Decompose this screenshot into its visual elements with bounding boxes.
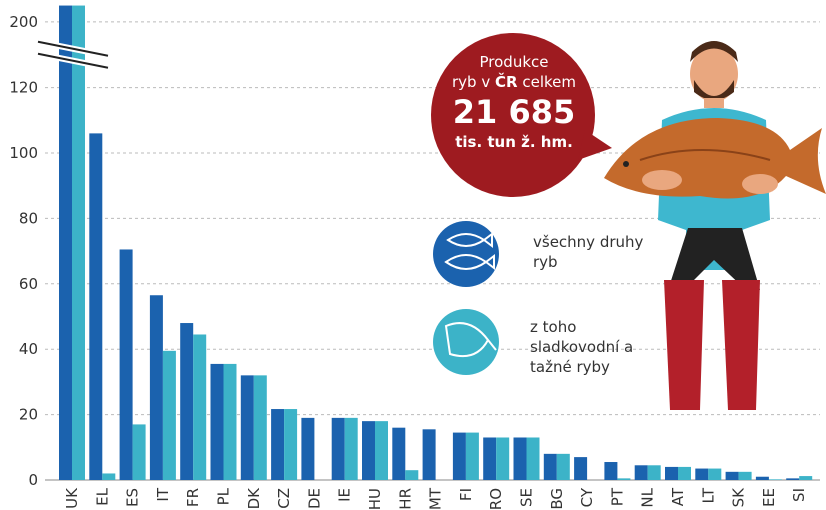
x-tick-label: SK [730,487,748,508]
y-tick-label: 20 [19,406,38,424]
x-tick-label: EL [93,487,111,505]
fisherman [604,41,826,410]
y-tick-label: 40 [19,340,38,358]
bar [271,409,285,480]
bar [526,437,540,480]
bar [465,432,479,480]
bar [634,465,648,480]
x-tick-label: HR [396,488,414,510]
callout-text: Produkce [479,53,549,71]
bar [210,363,224,480]
x-tick-label: SE [518,488,536,507]
x-tick-label: PL [215,487,233,505]
bar [344,417,358,480]
bar [574,457,588,480]
bar [678,466,691,480]
x-tick-label: RO [487,488,505,510]
x-tick-label: CY [578,487,596,507]
bar [132,424,146,480]
y-tick-label: 120 [9,79,38,97]
x-tick-label: EE [760,488,778,507]
bar [617,478,631,480]
bar [284,409,298,480]
x-tick-label: IT [154,487,172,501]
callout-value: 21 685 [452,93,576,131]
bar [405,470,419,480]
bar [253,375,267,480]
x-tick-label: SI [790,488,808,502]
bar [72,5,85,481]
bar [725,471,739,480]
x-tick-label: IE [336,488,354,502]
bar [59,5,72,481]
bar [695,468,709,480]
y-tick-label: 0 [28,471,38,489]
bar [543,453,557,480]
callout-text: celkem [522,73,576,91]
x-tick-label: FI [457,488,475,501]
x-tick-label: LT [699,487,717,503]
bar [799,476,813,480]
legend-label: všechny druhy ryb [533,233,644,271]
bar [89,133,103,480]
x-tick-label: DE [305,488,323,509]
bar [119,249,133,480]
bar [738,471,752,480]
bar [193,334,207,480]
bar [556,453,570,480]
bar [513,437,527,480]
bar [452,432,466,480]
y-tick-label: 60 [19,275,38,293]
x-tick-label: DK [245,487,263,510]
bar [223,363,237,480]
x-tick-label: FR [184,488,202,507]
bar [240,375,254,480]
axis-break [37,40,109,57]
x-tick-label: NL [639,487,657,507]
bar [362,421,375,480]
x-tick-label: CZ [275,488,293,509]
bar [162,350,176,480]
x-tick-label: PT [608,487,626,506]
legend-icons [433,221,499,375]
bar [375,421,388,480]
callout-text: ČR [495,73,518,91]
bar [708,468,722,480]
bar [755,476,769,480]
x-tick-label: UK [63,487,81,509]
callout-bubble [431,33,612,197]
axis-break [37,52,109,69]
legend-label: z toho sladkovodní a tažné ryby [530,318,634,376]
callout-text: ryb v ČR celkem [434,72,594,92]
x-tick-label: MT [427,487,445,510]
bar [422,429,436,480]
callout-text: ryb v [452,73,491,91]
callout-text: tis. tun ž. hm. [455,133,573,151]
bar [301,417,315,480]
bar [149,295,163,480]
y-tick-label: 100 [9,144,38,162]
bar [768,479,782,480]
bar [665,466,678,480]
bar [392,427,406,480]
x-tick-label: ES [124,488,142,507]
bar [647,465,661,480]
bar [496,437,510,480]
callout: Produkce ryb v ČR celkem 21 685 tis. tun… [434,52,594,152]
y-tick-label: 80 [19,209,38,227]
bar [786,478,800,480]
bar [604,462,618,480]
x-tick-label: AT [669,487,687,506]
x-tick-label: BG [548,488,566,510]
bar [102,473,116,480]
bar [331,417,345,480]
bar [483,437,497,480]
x-tick-label: HU [366,488,384,510]
bar [180,323,194,480]
y-tick-label: 200 [9,13,38,31]
